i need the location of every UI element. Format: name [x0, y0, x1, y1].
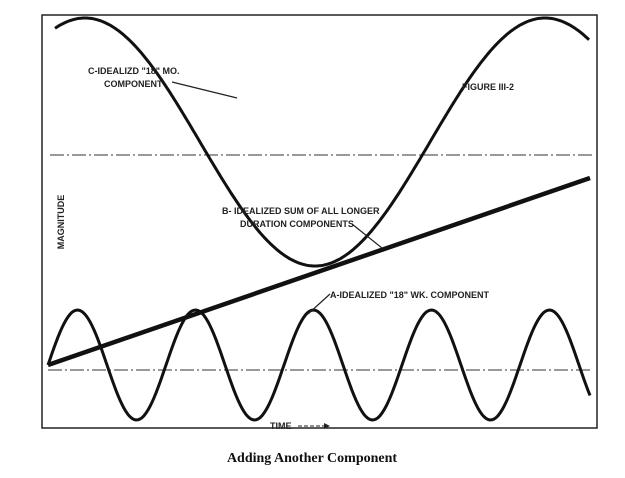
curve-c-label: C-IDEALIZD "18" MO.	[88, 66, 180, 76]
figure-label: FIGURE III-2	[462, 82, 514, 92]
x-axis-label: TIME	[270, 421, 292, 431]
curve-b	[47, 175, 591, 368]
leader-c	[171, 81, 238, 99]
curve-a-label: A-IDEALIZED "18" WK. COMPONENT	[330, 290, 490, 300]
caption: Adding Another Component	[227, 451, 397, 466]
leader-a	[307, 293, 331, 315]
leader-b	[351, 223, 383, 249]
y-axis-label: MAGNITUDE	[56, 195, 66, 250]
frame	[41, 14, 598, 429]
curve-b-label: B- IDEALIZED SUM OF ALL LONGER	[222, 206, 380, 216]
time-arrowhead	[324, 423, 330, 429]
curve-c	[54, 16, 591, 268]
curve-b-label: DURATION COMPONENTS	[240, 219, 354, 229]
curve-a	[46, 308, 592, 422]
curve-c-label: COMPONENT	[104, 79, 163, 89]
